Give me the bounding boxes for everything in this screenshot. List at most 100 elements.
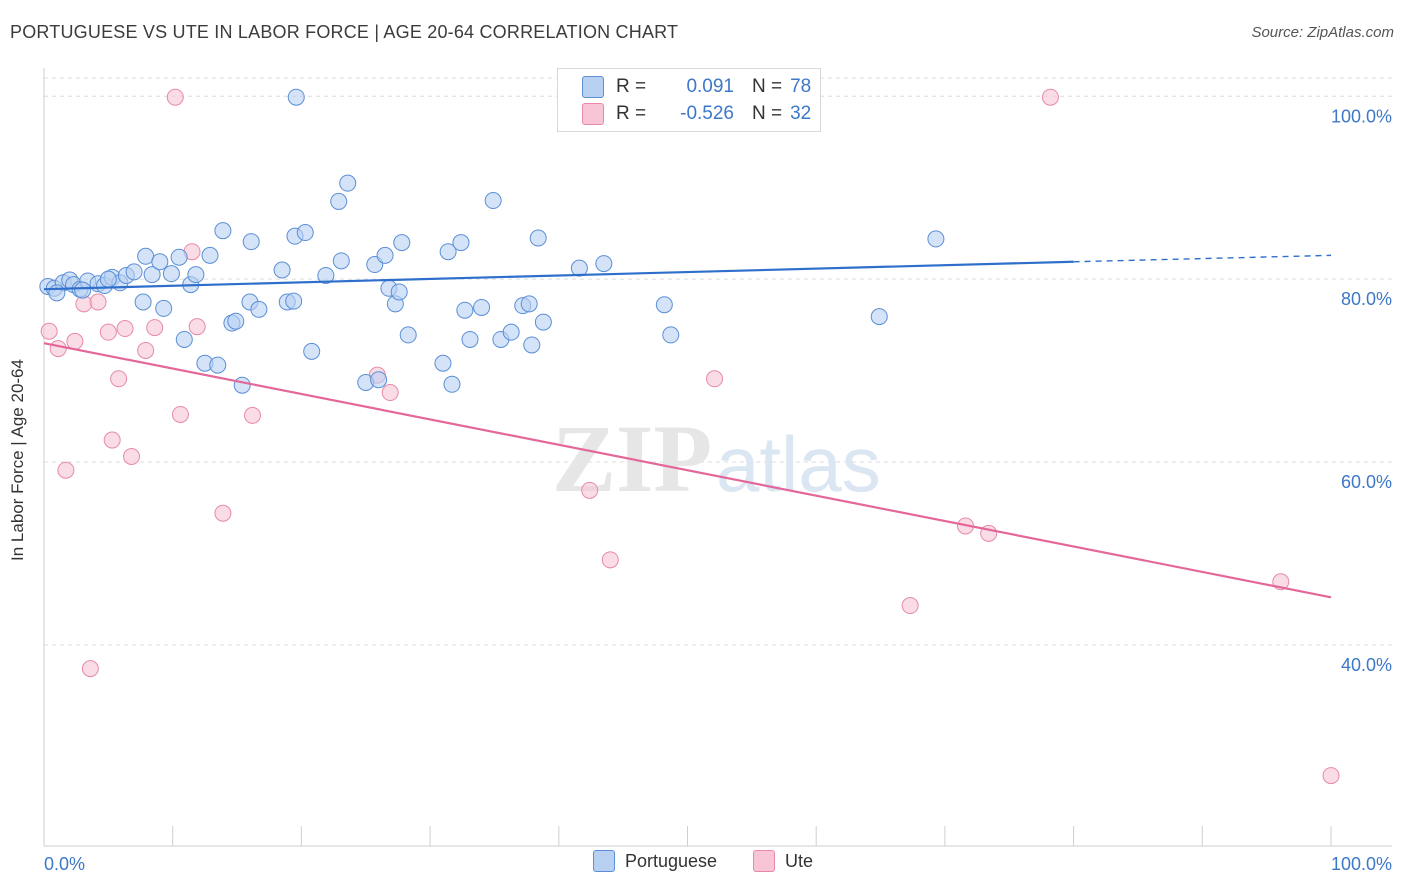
portuguese-point (570, 259, 588, 277)
portuguese-point (170, 248, 188, 266)
legend-label-portuguese: Portuguese (624, 850, 718, 871)
ute-point (581, 481, 599, 499)
portuguese-point (595, 255, 613, 273)
bottom-legend: Portuguese Ute (0, 850, 1406, 872)
ute-point (1041, 88, 1059, 106)
portuguese-point (175, 330, 193, 348)
portuguese-point (125, 263, 143, 281)
portuguese-point (330, 192, 348, 210)
legend-item-portuguese[interactable]: Portuguese (592, 850, 718, 872)
y-tick-label: 100.0% (1331, 106, 1392, 126)
portuguese-r-value: 0.091 (686, 76, 734, 97)
portuguese-n-value: 78 (790, 76, 812, 97)
portuguese-point (870, 308, 888, 326)
portuguese-point (99, 270, 117, 288)
portuguese-point (443, 375, 461, 393)
ute-point (214, 504, 232, 522)
portuguese-point (473, 298, 491, 316)
x-tick-label-max: 100.0% (1331, 854, 1392, 874)
ute-swatch (582, 103, 604, 125)
trend-lines (43, 254, 1332, 599)
ute-points (40, 88, 1340, 785)
portuguese-trend-extension (1073, 254, 1332, 263)
portuguese-point (520, 295, 538, 313)
y-tick-label: 40.0% (1341, 655, 1392, 675)
portuguese-point (452, 234, 470, 252)
portuguese-point (927, 230, 945, 248)
portuguese-point (134, 293, 152, 311)
ute-point (81, 660, 99, 678)
portuguese-point (233, 376, 251, 394)
tick-labels: 40.0% 60.0% 80.0% 100.0% 0.0% 100.0% (44, 106, 1392, 874)
n-label: N = (752, 103, 783, 124)
portuguese-point (227, 312, 245, 330)
portuguese-point (529, 229, 547, 247)
ute-point (116, 320, 134, 338)
portuguese-point (434, 354, 452, 372)
portuguese-point (370, 371, 388, 389)
portuguese-point (376, 246, 394, 264)
ute-point (901, 597, 919, 615)
r-label: R = (616, 76, 647, 97)
portuguese-point (250, 300, 268, 318)
ute-point (166, 88, 184, 106)
portuguese-point (155, 299, 173, 317)
ute-point (110, 370, 128, 388)
portuguese-point (662, 326, 680, 344)
ute-n-value: 32 (790, 103, 812, 124)
portuguese-point (143, 266, 161, 284)
axes (43, 68, 1392, 847)
x-tick-label-min: 0.0% (44, 854, 85, 874)
ute-trend-line (43, 342, 1332, 599)
portuguese-point (332, 252, 350, 270)
ute-point (706, 370, 724, 388)
portuguese-point (48, 284, 66, 302)
portuguese-point (285, 292, 303, 310)
portuguese-point (317, 266, 335, 284)
portuguese-point (339, 174, 357, 192)
portuguese-points (39, 88, 945, 394)
y-axis-label: In Labor Force | Age 20-64 (8, 359, 27, 561)
r-label: R = (616, 103, 647, 124)
portuguese-point (137, 247, 155, 265)
ute-point (188, 318, 206, 336)
source-label: Source: ZipAtlas.com (1251, 24, 1394, 41)
ute-point (137, 341, 155, 359)
portuguese-point (303, 342, 321, 360)
ute-point (1322, 767, 1340, 785)
portuguese-point (151, 253, 169, 271)
portuguese-point (502, 323, 520, 341)
ute-point (99, 323, 117, 341)
portuguese-point (187, 266, 205, 284)
legend-label-ute: Ute (785, 850, 814, 871)
portuguese-point (390, 283, 408, 301)
portuguese-point (214, 222, 232, 240)
ute-point (243, 406, 261, 424)
portuguese-point (484, 192, 502, 210)
portuguese-point (287, 88, 305, 106)
y-tick-label: 80.0% (1341, 289, 1392, 309)
ute-legend-swatch (753, 850, 776, 872)
ute-point (381, 384, 399, 402)
portuguese-point (201, 246, 219, 264)
portuguese-point (655, 296, 673, 314)
portuguese-point (456, 301, 474, 319)
portuguese-trend-line (43, 260, 1074, 291)
portuguese-point (273, 261, 291, 279)
legend-item-ute[interactable]: Ute (753, 850, 813, 872)
ute-point (57, 461, 75, 479)
portuguese-point (461, 330, 479, 348)
chart-title: PORTUGUESE VS UTE IN LABOR FORCE | AGE 2… (10, 22, 679, 42)
grid-lines (44, 77, 1392, 646)
ute-point (601, 551, 619, 569)
portuguese-legend-swatch (592, 850, 615, 872)
watermark: ZIP atlas (552, 405, 881, 512)
portuguese-swatch (582, 76, 604, 98)
portuguese-point (74, 281, 92, 299)
stats-row-ute: R = -0.526 N = 32 (582, 101, 811, 127)
ute-point (40, 322, 58, 340)
portuguese-point (296, 224, 314, 242)
portuguese-point (523, 336, 541, 354)
stats-row-portuguese: R = 0.091 N = 78 (582, 74, 811, 100)
